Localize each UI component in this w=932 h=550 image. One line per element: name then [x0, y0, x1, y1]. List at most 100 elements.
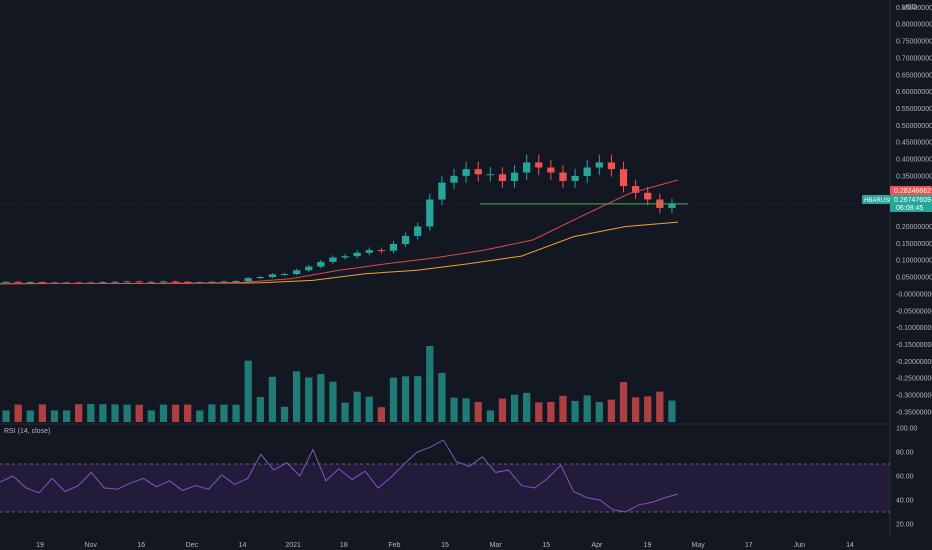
volume-bar	[607, 399, 616, 422]
candle-body	[583, 167, 591, 176]
volume-bar	[631, 397, 640, 422]
volume-bar	[389, 377, 398, 422]
rsi-label[interactable]: RSI (14, close)	[4, 428, 50, 435]
candle-body	[75, 282, 83, 284]
volume-bar	[317, 374, 325, 422]
ma-mid-line	[0, 179, 679, 285]
volume-bar	[38, 404, 47, 422]
volume-bar	[498, 398, 507, 422]
time-tick-label: Feb	[388, 542, 400, 549]
volume-bar	[159, 404, 168, 422]
candle-body	[317, 261, 325, 267]
candle-body	[389, 244, 398, 251]
candle-body	[450, 175, 458, 183]
volume-bar	[2, 410, 10, 422]
price-tick-label: 0.40000000	[896, 157, 932, 164]
volume-bar	[438, 372, 446, 422]
time-tick-label: 15	[441, 542, 449, 549]
candle-body	[305, 266, 313, 271]
candle-body	[438, 182, 446, 200]
rsi-tick-label: 100.00	[896, 426, 918, 433]
candle-body	[99, 282, 107, 284]
price-tick-label: 0.70000000	[896, 55, 932, 62]
price-tick-label: 0.75000000	[896, 39, 932, 46]
time-tick-label: Jun	[794, 542, 805, 549]
candle-body	[329, 257, 337, 262]
rsi-band	[0, 464, 890, 512]
candle-body	[377, 250, 386, 252]
volume-bar	[14, 404, 22, 422]
candle-body	[135, 281, 143, 283]
volume-bar	[99, 404, 107, 422]
price-tick-label: 0.15000000	[896, 241, 932, 248]
volume-bar	[220, 404, 228, 422]
time-tick-label: 2021	[285, 542, 301, 549]
candle-body	[571, 175, 579, 181]
candle-body	[668, 203, 676, 208]
time-axis[interactable]: 19 Nov 16 Dec 14 2021 18 Feb 15 Mar 15 Apr 19 May 17 Ju…	[36, 542, 854, 549]
volume-bar	[426, 346, 434, 422]
price-tick-label: -0.10000000	[896, 325, 932, 332]
volume-bar	[571, 400, 579, 422]
price-tick-label: 0.55000000	[896, 106, 932, 113]
volume-bar	[232, 404, 240, 422]
volume-bar	[547, 402, 555, 422]
price-pane[interactable]	[0, 154, 890, 285]
rsi-tick-label: 80.00	[896, 450, 914, 457]
price-tick-label: 0.05000000	[896, 275, 932, 282]
candle-body	[268, 274, 277, 278]
volume-bar	[450, 397, 458, 422]
volume-bar	[208, 404, 216, 422]
candle-body	[619, 169, 628, 187]
price-tick-label: -0.20000000	[896, 359, 932, 366]
rsi-tick-label: 40.00	[896, 498, 914, 505]
candle-body	[147, 281, 155, 283]
volume-bar	[62, 410, 71, 422]
volume-bar	[619, 382, 628, 422]
candle-body	[644, 192, 652, 200]
rsi-tick-label: 20.00	[896, 522, 914, 529]
volume-bar	[341, 402, 349, 422]
rsi-axis[interactable]: 100.00 80.00 60.00 40.00 20.00	[896, 426, 918, 529]
time-tick-label: May	[692, 542, 706, 549]
candle-body	[292, 270, 301, 275]
candle-body	[244, 278, 252, 282]
rsi-pane[interactable]	[0, 439, 890, 513]
time-tick-label: 16	[137, 542, 145, 549]
time-tick-label: Dec	[186, 542, 199, 549]
volume-bar	[510, 394, 519, 422]
volume-bar	[535, 402, 543, 422]
price-tick-label: -0.25000000	[896, 376, 932, 383]
candle-body	[510, 172, 519, 181]
candle-body	[498, 174, 507, 181]
candle-body	[631, 186, 640, 193]
volume-bar	[244, 360, 252, 422]
volume-bar	[401, 376, 410, 422]
time-tick-label: Apr	[591, 542, 603, 549]
time-tick-label: 17	[745, 542, 753, 549]
symbol-tag: HBARUSD	[862, 195, 894, 204]
time-tick-label: 19	[644, 542, 652, 549]
volume-bar	[377, 407, 386, 422]
price-tick-label: 0.50000000	[896, 123, 932, 130]
volume-bar	[644, 396, 652, 422]
volume-bar	[486, 410, 494, 422]
rsi-line	[0, 439, 679, 513]
candle-body	[26, 282, 34, 284]
candle-body	[111, 281, 119, 283]
volume-bar	[353, 391, 361, 422]
ma-price-tag-text: 0.28246662	[894, 188, 931, 195]
countdown-text: 06:08:45	[896, 205, 923, 212]
volume-bar	[462, 398, 470, 422]
time-tick-label: 14	[239, 542, 247, 549]
price-tick-label: 0.20000000	[896, 224, 932, 231]
candle-body	[414, 226, 422, 236]
volume-bar	[656, 391, 664, 422]
volume-bar	[595, 402, 603, 422]
candle-body	[401, 235, 410, 245]
price-tick-label: 0.85000000	[896, 5, 932, 12]
volume-bar	[171, 404, 180, 422]
candle-body	[14, 281, 22, 283]
volume-bar	[268, 376, 277, 422]
